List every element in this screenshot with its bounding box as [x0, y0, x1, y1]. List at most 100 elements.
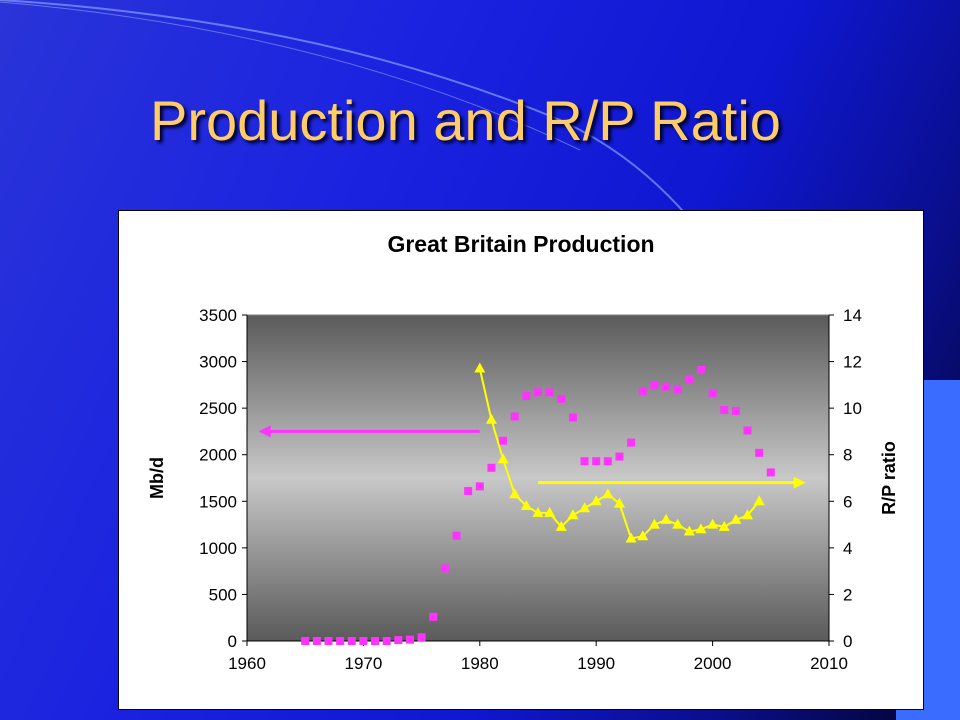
- rp-ratio-point: [474, 362, 486, 373]
- rp-ratio-point: [497, 453, 509, 464]
- production-point: [382, 637, 391, 645]
- production-point: [592, 457, 601, 466]
- production-point: [487, 463, 496, 472]
- production-point: [417, 633, 426, 642]
- y-tick-label: 500: [209, 585, 237, 604]
- production-point: [720, 406, 729, 415]
- production-point: [347, 637, 356, 645]
- production-point: [499, 436, 508, 445]
- annotation-layer: [258, 425, 806, 489]
- production-point: [580, 457, 589, 466]
- production-point: [452, 531, 461, 540]
- series-layer: [301, 362, 775, 645]
- production-point: [603, 457, 612, 466]
- production-point: [324, 637, 333, 645]
- production-point: [766, 468, 775, 477]
- rp-ratio-point: [730, 513, 742, 524]
- y2-tick-label: 4: [843, 539, 852, 558]
- rp-ratio-point: [602, 488, 614, 499]
- y-tick-label: 3500: [199, 306, 237, 325]
- rp-ratio-point: [695, 523, 707, 534]
- y-tick-label: 1500: [199, 492, 237, 511]
- y2-tick-label: 10: [843, 399, 862, 418]
- production-point: [534, 388, 542, 397]
- arrow-right-head: [793, 476, 806, 489]
- left-axis-ticks: 0 500 1000 1500 2000 2500 3000 3500: [199, 306, 247, 651]
- rp-ratio-point: [555, 520, 567, 531]
- production-point: [696, 365, 705, 374]
- rp-ratio-point: [544, 506, 556, 517]
- rp-ratio-point: [660, 513, 672, 524]
- slide-title: Production and R/P Ratio: [150, 89, 781, 152]
- production-point: [545, 388, 554, 397]
- production-point: [522, 392, 531, 401]
- rp-ratio-point: [625, 532, 637, 543]
- rp-ratio-point: [590, 495, 602, 506]
- y2-tick-label: 6: [843, 492, 852, 511]
- production-point: [405, 635, 414, 644]
- rp-ratio-point: [520, 499, 532, 510]
- x-axis-ticks: 1960 1970 1980 1990 2000 2010: [228, 641, 848, 673]
- y-tick-label: 3000: [199, 353, 237, 372]
- chart-frame: Great Britain Production 0 500 1000 1500 200…: [118, 210, 924, 710]
- y-tick-label: 2500: [199, 399, 237, 418]
- rp-ratio-point: [742, 509, 754, 520]
- production-point: [557, 394, 566, 403]
- rp-ratio-point: [707, 518, 719, 529]
- production-point: [743, 426, 752, 435]
- rp-ratio-point: [683, 525, 695, 536]
- rp-ratio-point: [509, 488, 521, 499]
- plot-area: [246, 314, 830, 642]
- rp-ratio-point: [532, 506, 544, 517]
- y2-axis-label: R/P ratio: [879, 441, 899, 515]
- production-point: [755, 448, 764, 457]
- y-axis-label: Mb/d: [147, 457, 167, 499]
- production-point: [638, 387, 647, 396]
- chart-title: Great Britain Production: [387, 231, 654, 257]
- production-point: [371, 637, 380, 645]
- y2-tick-label: 14: [843, 306, 862, 325]
- production-point: [673, 385, 682, 394]
- x-tick-label: 1990: [577, 654, 615, 673]
- rp-ratio-point: [753, 495, 765, 506]
- y2-tick-label: 0: [843, 632, 852, 651]
- production-point: [336, 637, 345, 645]
- x-tick-label: 1970: [344, 654, 382, 673]
- rp-ratio-point: [579, 502, 591, 513]
- production-point: [510, 412, 519, 421]
- x-tick-label: 2000: [694, 654, 732, 673]
- y2-tick-label: 12: [843, 353, 862, 372]
- production-point: [475, 482, 484, 491]
- x-tick-label: 1980: [461, 654, 499, 673]
- production-point: [731, 406, 740, 415]
- production-point: [685, 375, 694, 384]
- production-chart: Great Britain Production 050010001500200…: [147, 231, 899, 673]
- y-tick-label: 1000: [199, 539, 237, 558]
- production-point: [301, 637, 310, 645]
- y-tick-label: 2000: [199, 446, 237, 465]
- production-point: [708, 389, 717, 398]
- y2-tick-label: 2: [843, 585, 852, 604]
- production-point: [568, 413, 577, 422]
- production-point: [312, 637, 321, 645]
- x-tick-label: 1960: [228, 654, 266, 673]
- production-point: [615, 452, 624, 461]
- production-point: [440, 564, 449, 573]
- production-point: [429, 612, 438, 621]
- y-tick-label: 0: [228, 632, 237, 651]
- rp-ratio-point: [718, 520, 730, 531]
- production-point: [359, 637, 368, 645]
- rp-ratio-point: [567, 509, 579, 520]
- production-point: [650, 380, 659, 389]
- production-point: [627, 438, 636, 447]
- y2-tick-label: 8: [843, 446, 852, 465]
- right-axis-ticks: 0 2 4 6 8 10 12 14: [829, 306, 862, 651]
- production-point: [464, 487, 473, 496]
- rp-ratio-point: [672, 518, 684, 529]
- production-point: [394, 636, 403, 645]
- arrow-left-head: [258, 425, 271, 438]
- rp-ratio-point: [613, 497, 625, 508]
- rp-ratio-point: [485, 413, 497, 424]
- rp-ratio-point: [648, 518, 660, 529]
- production-point: [662, 382, 671, 391]
